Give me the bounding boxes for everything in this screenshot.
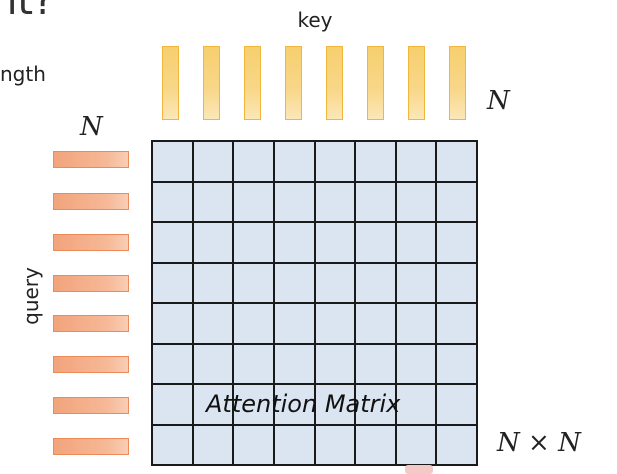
matrix-cell [395, 424, 437, 465]
key-vector-bar [203, 46, 220, 120]
matrix-cell [273, 343, 315, 384]
matrix-cell [436, 384, 477, 425]
matrix-cell [152, 343, 193, 384]
key-label: key [297, 8, 333, 32]
matrix-cell [192, 222, 234, 263]
key-vector-bar [285, 46, 302, 120]
matrix-cell [436, 141, 477, 182]
matrix-cell [273, 424, 315, 465]
matrix-cell [152, 222, 193, 263]
matrix-cell [436, 181, 477, 222]
matrix-cell [436, 343, 477, 384]
matrix-cell [436, 222, 477, 263]
matrix-cell [395, 181, 437, 222]
matrix-cell [152, 262, 193, 303]
matrix-cell [395, 343, 437, 384]
key-vector-bar [449, 46, 466, 120]
matrix-cell [314, 384, 356, 425]
matrix-cell [355, 303, 396, 344]
matrix-cell [273, 384, 315, 425]
matrix-cell [152, 141, 193, 182]
matrix-cell [233, 222, 274, 263]
query-vector-bar [53, 315, 129, 332]
matrix-cell [192, 303, 234, 344]
matrix-cell [233, 181, 274, 222]
matrix-cell [192, 384, 234, 425]
decorative-mark [405, 465, 433, 474]
matrix-cell [395, 141, 437, 182]
key-vector-bar [367, 46, 384, 120]
matrix-cell [152, 303, 193, 344]
matrix-cell [395, 262, 437, 303]
matrix-cell [355, 141, 396, 182]
matrix-cell [436, 424, 477, 465]
matrix-cell [314, 222, 356, 263]
query-vector-bar [53, 356, 129, 373]
matrix-cell [192, 424, 234, 465]
matrix-cell [314, 303, 356, 344]
matrix-cell [314, 424, 356, 465]
matrix-cell [273, 181, 315, 222]
query-vector-bar [53, 438, 129, 455]
matrix-cell [314, 141, 356, 182]
attention-matrix-label: Attention Matrix [206, 390, 401, 418]
query-vector-bar [53, 151, 129, 168]
matrix-size-label: N × N [497, 428, 581, 458]
key-vector-bar [326, 46, 343, 120]
matrix-cell [152, 181, 193, 222]
matrix-cell [314, 343, 356, 384]
matrix-cell [233, 343, 274, 384]
key-count-label: N [487, 86, 510, 116]
query-vector-bar [53, 397, 129, 414]
matrix-cell [395, 222, 437, 263]
matrix-cell [273, 303, 315, 344]
matrix-cell [152, 424, 193, 465]
matrix-cell [152, 384, 193, 425]
matrix-cell [355, 222, 396, 263]
matrix-cell [395, 384, 437, 425]
query-vector-bar [53, 193, 129, 210]
query-label: query [19, 267, 43, 325]
matrix-cell [273, 262, 315, 303]
query-vector-bar [53, 234, 129, 251]
matrix-cell [355, 181, 396, 222]
matrix-cell [192, 141, 234, 182]
matrix-cell [436, 262, 477, 303]
matrix-cell [233, 424, 274, 465]
matrix-cell [355, 343, 396, 384]
matrix-cell [355, 424, 396, 465]
matrix-cell [273, 141, 315, 182]
matrix-cell [192, 343, 234, 384]
matrix-cell [233, 303, 274, 344]
side-text-fragment: ngth [0, 62, 46, 86]
slide-title-fragment: nt? [0, 0, 55, 24]
matrix-cell [355, 384, 396, 425]
attention-matrix-grid [151, 140, 478, 466]
query-count-label: N [80, 112, 103, 142]
matrix-cell [395, 303, 437, 344]
matrix-cell [436, 303, 477, 344]
query-vector-bar [53, 275, 129, 292]
matrix-cell [314, 262, 356, 303]
matrix-cell [314, 181, 356, 222]
matrix-cell [355, 262, 396, 303]
matrix-cell [273, 222, 315, 263]
key-vector-bar [244, 46, 261, 120]
matrix-cell [233, 141, 274, 182]
matrix-cell [192, 181, 234, 222]
key-vector-bar [408, 46, 425, 120]
matrix-cell [233, 262, 274, 303]
matrix-cell [192, 262, 234, 303]
matrix-cell [233, 384, 274, 425]
key-vector-bar [162, 46, 179, 120]
